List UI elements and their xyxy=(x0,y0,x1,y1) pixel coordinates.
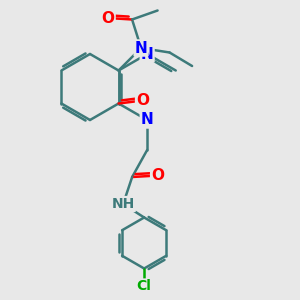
Text: Cl: Cl xyxy=(137,280,152,293)
Text: O: O xyxy=(102,11,115,26)
Text: N: N xyxy=(141,46,154,62)
Text: O: O xyxy=(151,168,164,183)
Text: N: N xyxy=(135,40,148,56)
Text: O: O xyxy=(136,93,149,108)
Text: NH: NH xyxy=(112,197,135,211)
Text: N: N xyxy=(141,112,154,128)
